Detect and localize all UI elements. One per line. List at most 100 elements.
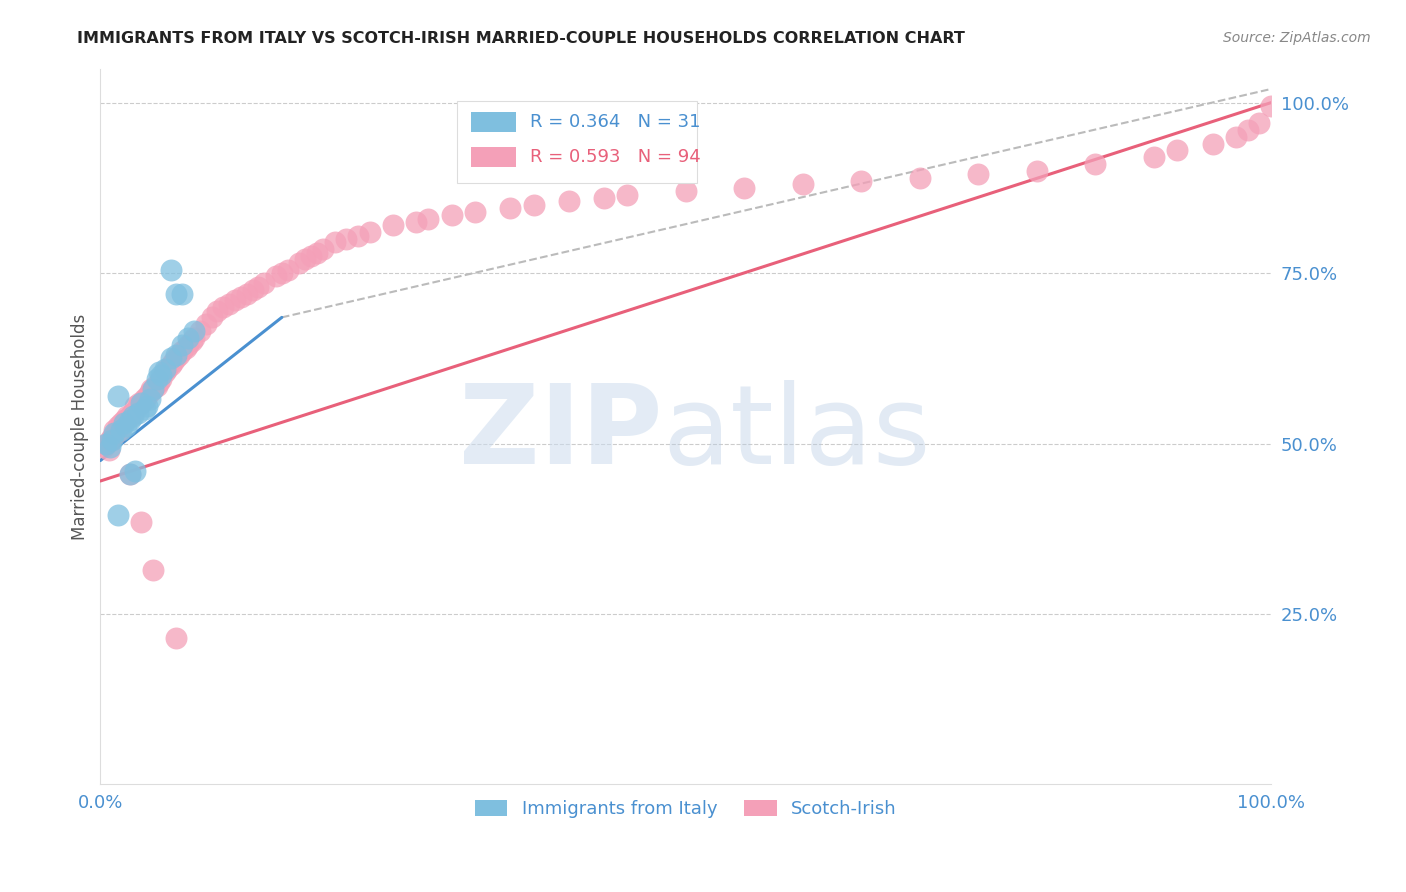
- Point: [103, 423, 125, 437]
- FancyBboxPatch shape: [457, 101, 697, 183]
- Text: R = 0.364   N = 31: R = 0.364 N = 31: [530, 113, 700, 131]
- Point: [121, 406, 143, 420]
- Point: [1026, 163, 1049, 178]
- Point: [115, 419, 138, 434]
- Point: [218, 297, 240, 311]
- Point: [1260, 99, 1282, 113]
- Point: [908, 170, 931, 185]
- Point: [104, 426, 127, 441]
- Point: [127, 399, 149, 413]
- Point: [156, 361, 179, 376]
- Point: [103, 426, 125, 441]
- Point: [967, 167, 990, 181]
- Point: [253, 277, 276, 291]
- Point: [312, 242, 335, 256]
- Point: [122, 409, 145, 424]
- Point: [165, 351, 187, 366]
- Point: [162, 354, 184, 368]
- Point: [115, 412, 138, 426]
- Point: [131, 515, 153, 529]
- Point: [207, 303, 229, 318]
- FancyBboxPatch shape: [471, 112, 516, 132]
- Point: [128, 395, 150, 409]
- Point: [98, 440, 121, 454]
- Point: [172, 286, 194, 301]
- Point: [142, 563, 165, 577]
- Point: [159, 262, 181, 277]
- Point: [229, 290, 252, 304]
- Point: [134, 392, 156, 407]
- Point: [117, 409, 139, 424]
- Point: [131, 395, 153, 409]
- Point: [118, 467, 141, 482]
- Point: [165, 286, 187, 301]
- Point: [792, 178, 814, 192]
- Point: [118, 409, 141, 424]
- Point: [136, 399, 159, 413]
- Point: [592, 191, 614, 205]
- Point: [150, 368, 173, 383]
- Point: [264, 269, 287, 284]
- Point: [148, 375, 170, 389]
- Point: [335, 232, 357, 246]
- Point: [96, 436, 118, 450]
- Point: [124, 464, 146, 478]
- Point: [464, 204, 486, 219]
- Point: [675, 184, 697, 198]
- Point: [172, 337, 194, 351]
- Point: [200, 310, 222, 325]
- Point: [1143, 150, 1166, 164]
- Point: [1201, 136, 1223, 151]
- Text: atlas: atlas: [662, 380, 931, 487]
- Point: [139, 382, 162, 396]
- Point: [177, 331, 200, 345]
- Point: [347, 228, 370, 243]
- Point: [122, 406, 145, 420]
- Point: [145, 378, 167, 392]
- Point: [247, 279, 270, 293]
- Point: [174, 341, 197, 355]
- Point: [305, 245, 328, 260]
- Point: [1225, 129, 1247, 144]
- Point: [180, 334, 202, 349]
- Point: [323, 235, 346, 250]
- Point: [288, 256, 311, 270]
- Point: [97, 443, 120, 458]
- Point: [235, 286, 257, 301]
- Point: [172, 344, 194, 359]
- Y-axis label: Married-couple Households: Married-couple Households: [72, 313, 89, 540]
- Point: [242, 283, 264, 297]
- Point: [148, 365, 170, 379]
- Point: [183, 331, 205, 345]
- Point: [616, 187, 638, 202]
- Text: Source: ZipAtlas.com: Source: ZipAtlas.com: [1223, 31, 1371, 45]
- Point: [145, 378, 167, 392]
- Point: [134, 402, 156, 417]
- Point: [557, 194, 579, 209]
- Point: [183, 324, 205, 338]
- Point: [93, 440, 115, 454]
- Point: [98, 433, 121, 447]
- Point: [167, 348, 190, 362]
- Point: [101, 433, 124, 447]
- Point: [224, 293, 246, 308]
- Point: [851, 174, 873, 188]
- Legend: Immigrants from Italy, Scotch-Irish: Immigrants from Italy, Scotch-Irish: [467, 793, 904, 825]
- Point: [112, 416, 135, 430]
- Point: [405, 215, 427, 229]
- Text: R = 0.593   N = 94: R = 0.593 N = 94: [530, 147, 700, 166]
- Point: [107, 389, 129, 403]
- FancyBboxPatch shape: [471, 146, 516, 167]
- Point: [118, 467, 141, 482]
- Point: [110, 423, 132, 437]
- Point: [418, 211, 440, 226]
- Point: [440, 208, 463, 222]
- Point: [138, 392, 160, 407]
- Point: [270, 266, 292, 280]
- Point: [153, 361, 176, 376]
- Text: ZIP: ZIP: [458, 380, 662, 487]
- Point: [118, 412, 141, 426]
- Point: [1236, 123, 1258, 137]
- Point: [101, 430, 124, 444]
- Point: [277, 262, 299, 277]
